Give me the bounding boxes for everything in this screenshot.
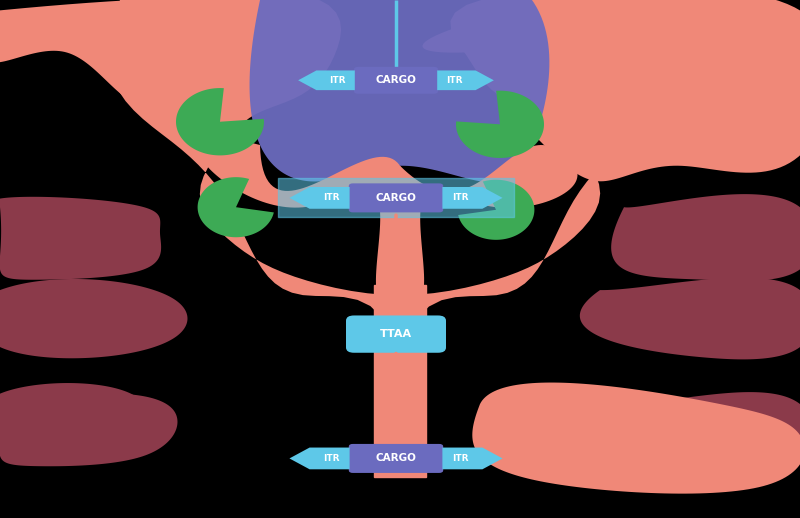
Text: ITR: ITR <box>329 76 346 85</box>
Polygon shape <box>442 448 502 469</box>
Polygon shape <box>0 393 178 466</box>
Polygon shape <box>0 279 187 358</box>
Polygon shape <box>458 180 534 240</box>
Polygon shape <box>290 187 350 209</box>
Text: ITR: ITR <box>452 454 469 463</box>
Polygon shape <box>580 278 800 359</box>
Polygon shape <box>422 0 800 181</box>
Text: ITR: ITR <box>452 193 469 203</box>
Text: ITR: ITR <box>323 193 340 203</box>
Polygon shape <box>0 197 161 280</box>
Polygon shape <box>108 0 704 424</box>
Polygon shape <box>290 448 350 469</box>
FancyBboxPatch shape <box>346 315 446 353</box>
Polygon shape <box>298 70 355 90</box>
Polygon shape <box>611 194 800 281</box>
Polygon shape <box>374 285 426 477</box>
Polygon shape <box>198 138 409 307</box>
Text: ITR: ITR <box>323 454 340 463</box>
FancyBboxPatch shape <box>349 444 443 473</box>
Polygon shape <box>472 383 800 494</box>
Polygon shape <box>437 70 494 90</box>
Polygon shape <box>176 88 264 155</box>
Polygon shape <box>391 145 578 302</box>
Text: CARGO: CARGO <box>375 75 417 85</box>
Polygon shape <box>198 177 274 237</box>
Polygon shape <box>611 392 800 468</box>
Polygon shape <box>0 383 147 456</box>
Text: CARGO: CARGO <box>375 453 417 464</box>
Polygon shape <box>442 187 502 209</box>
FancyBboxPatch shape <box>349 183 443 212</box>
Text: ITR: ITR <box>446 76 463 85</box>
Polygon shape <box>456 91 544 158</box>
Polygon shape <box>0 0 334 114</box>
FancyBboxPatch shape <box>354 67 438 94</box>
Text: TTAA: TTAA <box>380 329 412 339</box>
Text: CARGO: CARGO <box>375 193 417 203</box>
Polygon shape <box>250 0 550 182</box>
